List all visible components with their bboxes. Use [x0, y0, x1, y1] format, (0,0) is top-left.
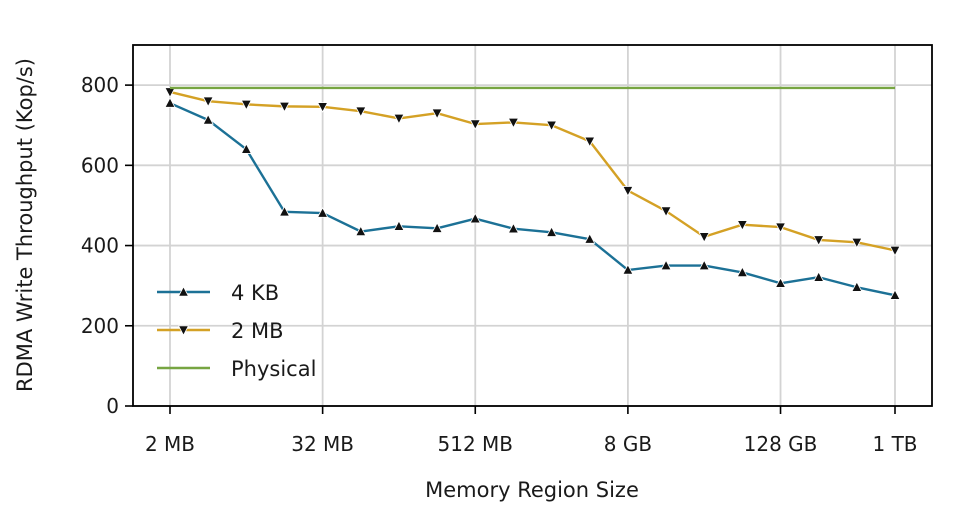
data-point-4-kb [660, 259, 672, 271]
y-axis-label: RDMA Write Throughput (Kop/s) [13, 58, 37, 392]
x-tick-label: 8 GB [604, 432, 652, 456]
series-line-2-mb [169, 90, 896, 252]
series-line-4-kb [169, 102, 896, 297]
data-point-4-kb [469, 212, 481, 224]
x-tick-label: 128 GB [744, 432, 818, 456]
data-point-2-mb [660, 206, 672, 218]
data-point-2-mb [202, 96, 214, 108]
legend: 4 KB 2 MB Physical [157, 281, 316, 381]
data-point-4-kb [431, 222, 443, 233]
data-point-4-kb [736, 266, 748, 277]
y-tick-label: 400 [81, 234, 119, 258]
x-tick-label: 32 MB [291, 432, 354, 456]
legend-entry-2-mb: 2 MB [157, 319, 284, 343]
data-point-4-kb [240, 143, 252, 154]
data-point-4-kb [584, 233, 596, 244]
data-point-2-mb [393, 113, 405, 125]
data-point-4-kb [813, 271, 825, 282]
x-tick-label: 2 MB [145, 432, 195, 456]
data-point-4-kb [164, 97, 176, 108]
data-point-4-kb [774, 277, 787, 288]
data-point-4-kb [393, 220, 405, 231]
series-layer [164, 86, 901, 300]
series-4-kb [164, 97, 901, 300]
data-point-2-mb [736, 220, 748, 231]
series-2-mb [164, 87, 901, 257]
legend-entry-4-kb: 4 KB [157, 281, 279, 305]
legend-label: 4 KB [231, 281, 279, 305]
x-tick-label: 512 MB [438, 432, 514, 456]
data-point-2-mb [584, 136, 596, 148]
data-point-4-kb [507, 222, 520, 234]
y-tick-label: 600 [81, 153, 119, 177]
data-point-2-mb [774, 222, 787, 234]
data-point-2-mb [545, 120, 558, 132]
plot-frame [132, 44, 933, 407]
data-point-2-mb [317, 102, 329, 113]
legend-label: 2 MB [231, 319, 284, 343]
data-point-2-mb [813, 235, 825, 246]
x-axis-label: Memory Region Size [425, 478, 639, 502]
data-point-4-kb [698, 259, 710, 271]
grid [133, 45, 932, 407]
data-point-2-mb [278, 101, 291, 113]
data-point-4-kb [851, 281, 863, 292]
legend-entry-physical: Physical [157, 357, 316, 381]
data-point-2-mb [889, 245, 901, 257]
data-point-4-kb [317, 207, 329, 218]
data-point-2-mb [622, 186, 634, 197]
data-point-4-kb [622, 263, 634, 275]
data-point-2-mb [851, 237, 863, 249]
y-tick-label: 200 [81, 314, 119, 338]
data-point-4-kb [355, 225, 367, 237]
data-point-4-kb [889, 289, 901, 300]
data-point-2-mb [355, 106, 367, 118]
y-tick-label: 0 [106, 394, 119, 418]
legend-marker [177, 285, 190, 297]
legend-marker [177, 325, 190, 337]
data-point-2-mb [507, 117, 520, 129]
ticks-layer: 0 200 400 600 800 2 MB 32 MB 512 MB 8 GB 128 GB 1 … [81, 73, 918, 456]
data-point-4-kb [545, 226, 558, 237]
data-point-2-mb [698, 232, 710, 243]
data-point-2-mb [240, 99, 252, 111]
x-tick-label: 1 TB [872, 432, 917, 456]
data-point-2-mb [469, 119, 481, 131]
data-point-4-kb [278, 205, 291, 217]
y-tick-label: 800 [81, 73, 119, 97]
legend-label: Physical [231, 357, 316, 381]
data-point-4-kb [202, 113, 214, 125]
data-point-2-mb [431, 108, 443, 120]
